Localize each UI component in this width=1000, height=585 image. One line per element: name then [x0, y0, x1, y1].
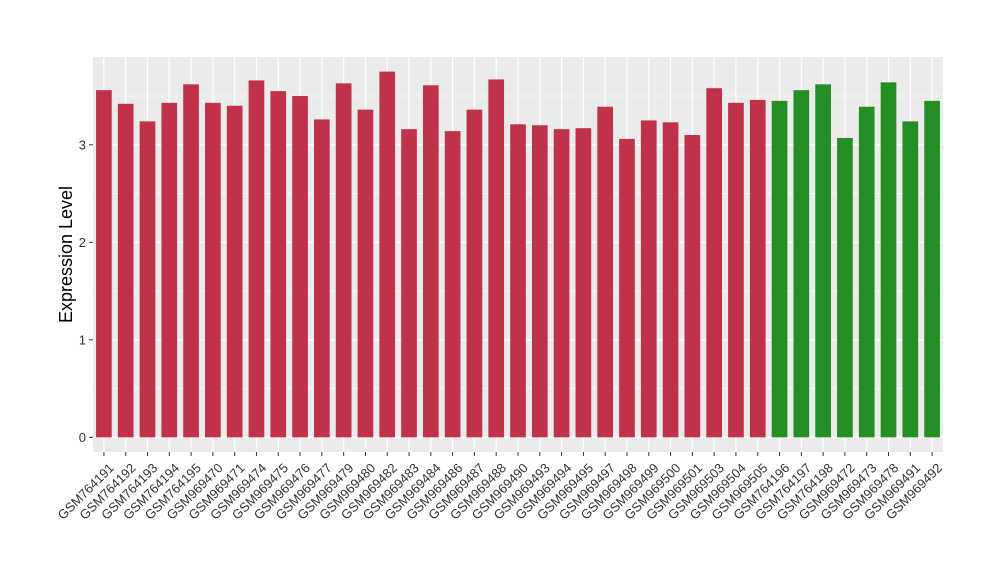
bar-GSM764197 [793, 90, 810, 438]
x-axis: GSM764191GSM764192GSM764193GSM764194GSM7… [55, 452, 945, 523]
bar-GSM969474 [248, 80, 265, 438]
bar-GSM969483 [401, 129, 417, 438]
bar-GSM969488 [488, 79, 505, 438]
bar-GSM969475 [270, 91, 287, 438]
bar-GSM969470 [205, 102, 221, 438]
y-tick-label: 0 [79, 430, 86, 445]
bar-GSM764196 [771, 100, 788, 438]
bar-GSM969491 [902, 121, 919, 438]
bar-GSM764193 [139, 121, 156, 438]
y-axis-title: Expression Level [56, 186, 76, 323]
bar-GSM969477 [314, 119, 330, 438]
bar-GSM969476 [292, 96, 308, 438]
bar-GSM969503 [706, 88, 722, 438]
bar-GSM764192 [117, 103, 134, 438]
bars [96, 71, 940, 438]
bar-GSM969504 [728, 102, 744, 438]
bar-GSM969471 [226, 105, 243, 438]
y-tick-label: 3 [79, 137, 86, 152]
bar-GSM969487 [466, 109, 483, 438]
bar-GSM764191 [96, 90, 112, 438]
bar-GSM969486 [444, 131, 461, 438]
bar-GSM764194 [161, 102, 178, 438]
bar-GSM969472 [837, 137, 853, 438]
bar-GSM969499 [640, 120, 657, 438]
bar-GSM969501 [684, 135, 701, 438]
bar-GSM969473 [858, 106, 875, 438]
y-tick-label: 1 [79, 332, 86, 347]
bar-GSM969490 [510, 124, 526, 438]
bar-GSM969493 [531, 125, 548, 438]
bar-GSM969495 [575, 128, 592, 438]
bar-GSM969494 [553, 129, 570, 438]
y-tick-label: 2 [79, 235, 86, 250]
bar-GSM969505 [749, 99, 766, 438]
bar-GSM969497 [597, 106, 614, 438]
bar-GSM969498 [619, 138, 635, 438]
bar-GSM764198 [815, 84, 831, 438]
bar-GSM969482 [379, 71, 396, 438]
bar-GSM969479 [335, 83, 352, 438]
bar-GSM969478 [880, 82, 897, 438]
bar-GSM969480 [357, 109, 374, 438]
bar-GSM969484 [422, 85, 439, 438]
bar-GSM764195 [183, 84, 199, 438]
bar-GSM969492 [924, 100, 940, 438]
y-axis: 0 1 2 3 [79, 137, 93, 445]
bar-GSM969500 [662, 122, 679, 438]
